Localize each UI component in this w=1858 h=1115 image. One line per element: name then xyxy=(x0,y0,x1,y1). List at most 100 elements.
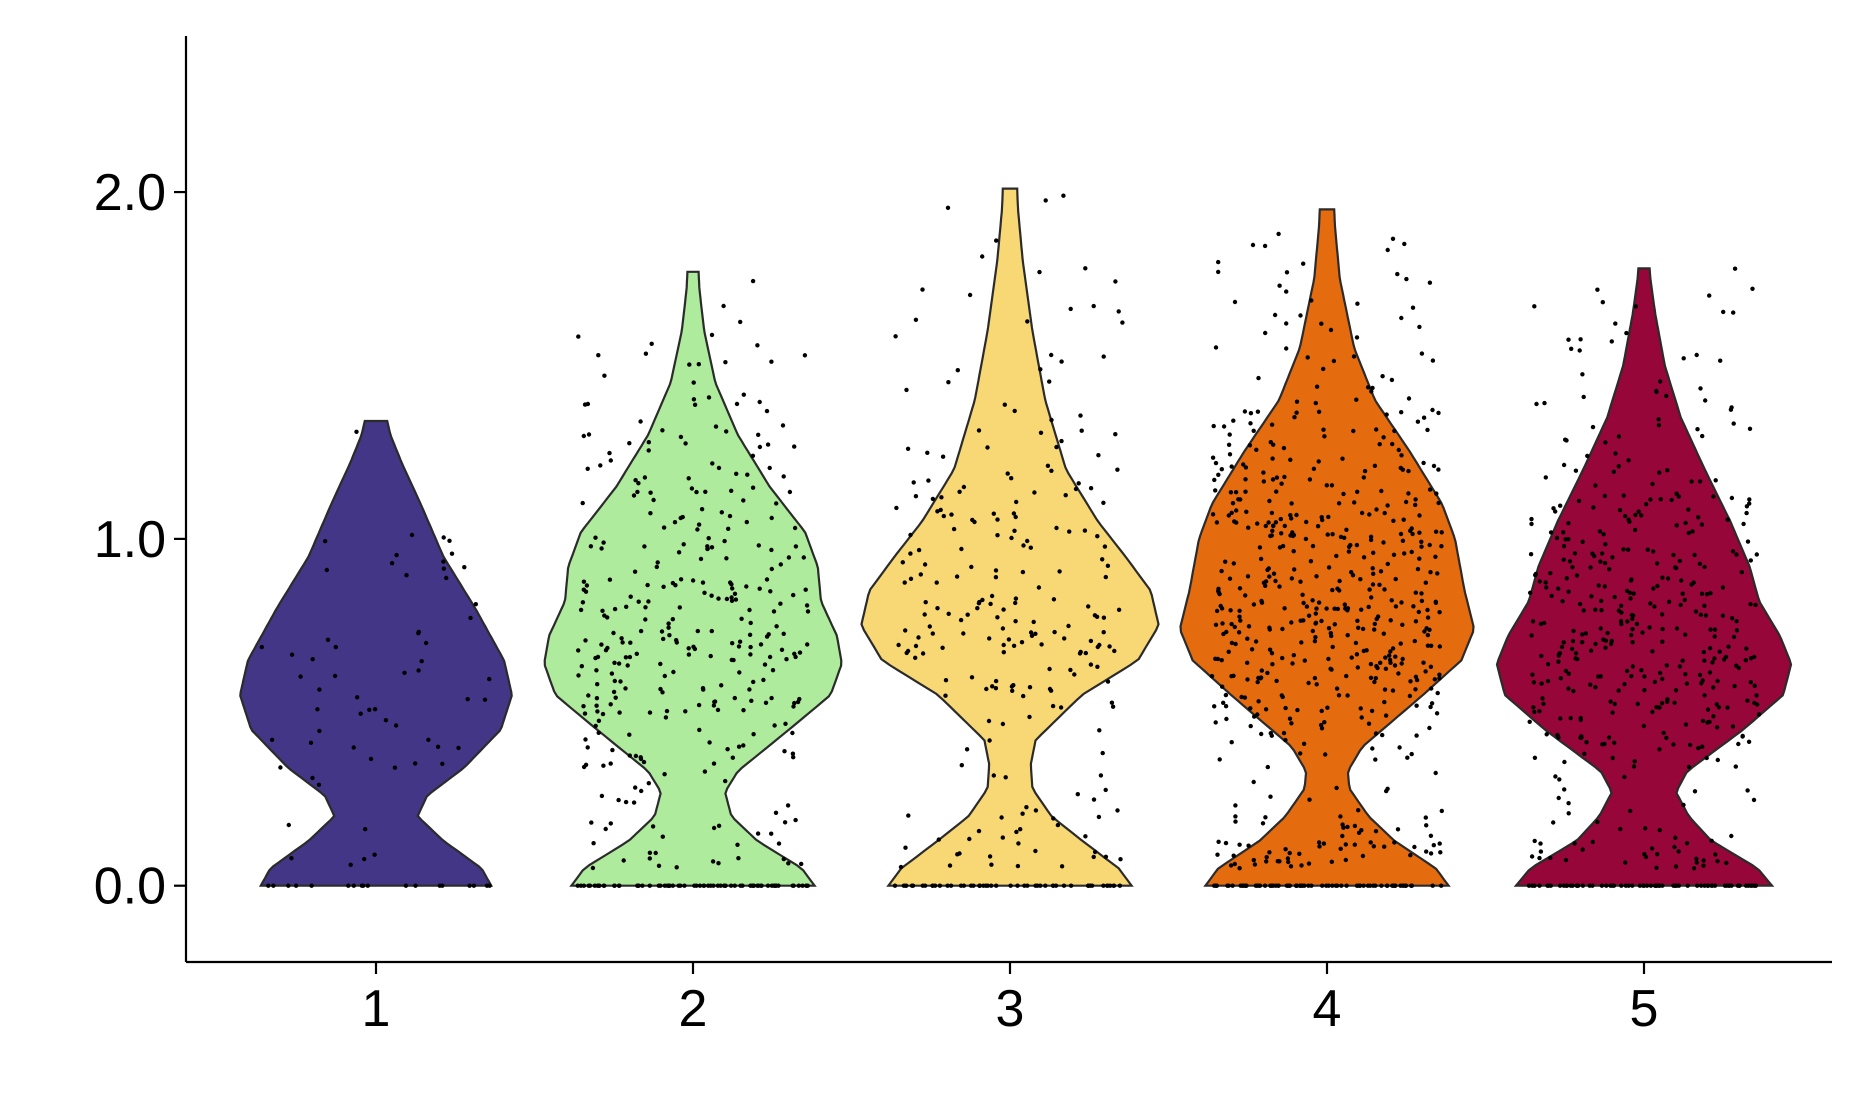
data-point xyxy=(1382,699,1387,705)
data-point xyxy=(1730,724,1736,729)
data-point xyxy=(1082,528,1088,533)
data-point xyxy=(701,687,706,692)
data-point xyxy=(607,450,612,456)
data-point xyxy=(583,638,588,643)
data-point xyxy=(354,429,359,434)
data-point-zero xyxy=(1335,883,1340,888)
data-point xyxy=(1263,579,1269,584)
data-point xyxy=(730,641,735,646)
y-tick-label: 1.0 xyxy=(94,511,166,569)
data-point xyxy=(435,744,441,749)
data-point xyxy=(1227,452,1233,457)
data-point-zero xyxy=(977,883,982,888)
data-point xyxy=(1249,647,1255,652)
data-point xyxy=(1566,589,1571,594)
data-point xyxy=(404,573,409,578)
data-point xyxy=(1389,377,1395,383)
data-point xyxy=(580,600,586,605)
data-point xyxy=(1595,287,1600,292)
data-point xyxy=(1694,856,1699,861)
data-point xyxy=(1753,602,1758,608)
data-point xyxy=(1414,677,1420,683)
data-point xyxy=(1086,604,1091,609)
data-point xyxy=(1702,658,1707,663)
data-point xyxy=(1678,602,1683,608)
data-point xyxy=(1307,477,1313,482)
data-point xyxy=(594,668,599,673)
data-point xyxy=(1251,428,1256,433)
data-point xyxy=(1745,788,1750,793)
data-point xyxy=(1298,751,1303,756)
data-point xyxy=(716,596,721,601)
data-point xyxy=(1421,460,1426,466)
data-point xyxy=(769,547,774,553)
data-point xyxy=(1732,683,1737,689)
data-point xyxy=(1224,716,1229,722)
data-point xyxy=(1603,542,1608,547)
data-point-zero xyxy=(601,883,606,888)
data-point-zero xyxy=(1276,883,1281,888)
data-point xyxy=(1680,591,1685,596)
data-point xyxy=(392,765,398,770)
data-point xyxy=(1708,627,1713,632)
data-point xyxy=(1651,586,1656,591)
data-point xyxy=(687,362,692,367)
data-point xyxy=(586,693,591,698)
data-point xyxy=(1609,638,1615,644)
data-point xyxy=(317,687,322,692)
data-point xyxy=(1398,641,1403,646)
data-point xyxy=(1428,570,1433,575)
data-point xyxy=(1369,595,1374,600)
data-point-zero xyxy=(1367,883,1373,888)
data-point xyxy=(1012,528,1017,533)
data-point xyxy=(792,700,797,706)
data-point-zero xyxy=(1330,883,1335,888)
data-point xyxy=(1232,624,1238,630)
data-point xyxy=(600,711,606,717)
data-point xyxy=(1714,725,1720,730)
data-point xyxy=(649,341,654,346)
data-point xyxy=(1652,679,1658,685)
data-point xyxy=(1564,576,1570,581)
data-point xyxy=(1045,463,1051,468)
data-point xyxy=(1257,545,1263,550)
data-point xyxy=(638,419,643,424)
data-point xyxy=(1713,852,1718,857)
data-point xyxy=(903,845,908,850)
data-point xyxy=(1744,504,1750,509)
data-point-zero xyxy=(1225,883,1230,888)
data-point-zero xyxy=(800,883,805,888)
data-point xyxy=(1251,857,1257,863)
data-point xyxy=(643,351,649,356)
data-point xyxy=(1431,463,1437,469)
data-point xyxy=(951,526,957,532)
data-point xyxy=(1291,653,1297,658)
data-point xyxy=(468,615,473,621)
data-point xyxy=(1052,629,1057,635)
data-point xyxy=(1714,702,1720,707)
data-point-zero xyxy=(694,883,699,888)
data-point-zero xyxy=(1379,883,1384,888)
data-point xyxy=(1731,634,1737,640)
data-point xyxy=(713,424,719,429)
data-point xyxy=(1248,723,1253,729)
data-point xyxy=(1684,841,1690,846)
data-point xyxy=(663,715,669,720)
data-point xyxy=(1270,662,1275,667)
data-point xyxy=(1631,591,1636,596)
data-point xyxy=(716,861,721,866)
data-point xyxy=(773,810,779,815)
data-point xyxy=(1419,544,1424,549)
data-point-zero xyxy=(892,883,898,888)
data-point xyxy=(1618,603,1624,608)
data-point xyxy=(957,489,962,494)
data-point xyxy=(1711,714,1716,719)
data-point xyxy=(631,493,637,498)
data-point xyxy=(1355,489,1360,494)
data-point xyxy=(607,577,613,582)
data-point xyxy=(1530,619,1536,624)
y-tick-label: 2.0 xyxy=(94,164,166,222)
data-point-zero xyxy=(1354,883,1360,888)
data-point xyxy=(1231,561,1237,566)
data-point xyxy=(589,820,594,825)
